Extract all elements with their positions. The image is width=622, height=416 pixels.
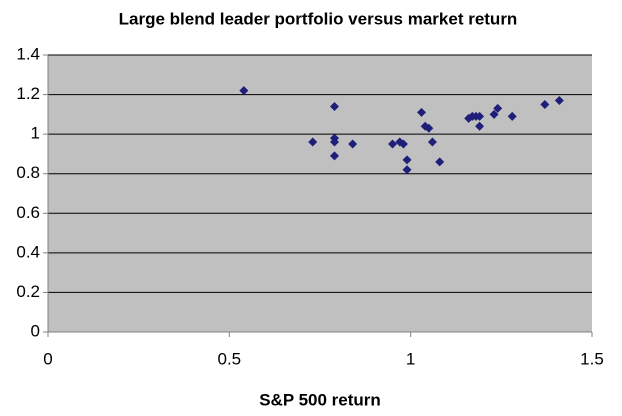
point (493, 103, 503, 113)
y-tick-label: 1.2 (16, 84, 40, 103)
point (475, 121, 485, 131)
point (424, 123, 434, 133)
point (388, 139, 398, 149)
point (239, 86, 249, 96)
point (330, 101, 340, 111)
x-tick-label: 1.5 (580, 349, 604, 368)
point (540, 99, 550, 109)
point (330, 151, 340, 161)
point (507, 111, 517, 121)
point (398, 139, 408, 149)
y-tick-label: 0.2 (16, 282, 40, 301)
point (348, 139, 358, 149)
x-tick-label: 0 (43, 349, 52, 368)
point (435, 157, 445, 167)
point (489, 109, 499, 119)
point (308, 137, 318, 147)
point (427, 137, 437, 147)
point (402, 165, 412, 175)
point (402, 155, 412, 165)
x-tick-label: 1 (406, 349, 415, 368)
y-tick-label: 0.4 (16, 242, 40, 261)
point (554, 96, 564, 106)
point (420, 121, 430, 131)
y-tick-label: 0 (31, 321, 40, 340)
chart-title: Large blend leader portfolio versus mark… (119, 9, 518, 28)
y-tick-label: 0.8 (16, 163, 40, 182)
x-tick-label: 0.5 (218, 349, 242, 368)
point (417, 107, 427, 117)
plot-area (48, 55, 592, 332)
point (330, 137, 340, 147)
point (475, 111, 485, 121)
y-tick-label: 0.6 (16, 203, 40, 222)
y-tick-label: 1.4 (16, 44, 40, 63)
x-axis-label: S&P 500 return (259, 390, 381, 409)
y-tick-label: 1 (31, 124, 40, 143)
